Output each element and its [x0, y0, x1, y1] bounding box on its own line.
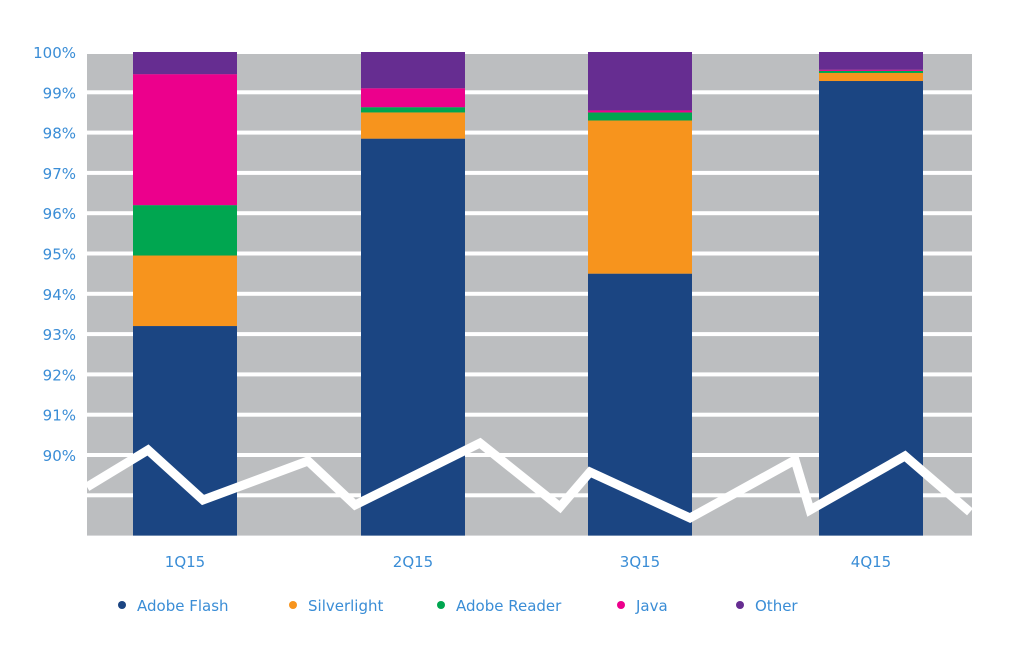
gridline [87, 453, 972, 457]
x-tick-label: 3Q15 [620, 553, 660, 571]
gridline [87, 372, 972, 377]
y-tick-label: 93% [43, 326, 76, 344]
y-tick-label: 94% [43, 286, 76, 304]
y-tick-label: 90% [43, 447, 76, 465]
gridline [87, 50, 972, 54]
y-tick-label: 96% [43, 205, 76, 223]
gridline [87, 211, 972, 216]
gridline [87, 493, 972, 498]
legend-marker-icon [736, 601, 744, 609]
gridline [87, 170, 972, 175]
legend-label: Silverlight [308, 597, 383, 615]
legend-label: Adobe Reader [456, 597, 562, 615]
legend-marker-icon [289, 601, 297, 609]
legend-marker-icon [617, 601, 625, 609]
bar-adobe-reader-4Q15 [819, 70, 923, 73]
legend-marker-icon [437, 601, 445, 609]
bar-java-2Q15 [361, 88, 465, 108]
bar-adobe-reader-2Q15 [361, 107, 465, 113]
bar-adobe-reader-3Q15 [588, 112, 692, 121]
legend-item: Adobe Flash [118, 597, 229, 615]
x-tick-label: 1Q15 [165, 553, 205, 571]
legend-item: Java [617, 597, 668, 615]
bar-java-3Q15 [588, 110, 692, 113]
legend-item: Adobe Reader [437, 597, 562, 615]
y-tick-label: 97% [43, 165, 76, 183]
legend-item: Other [736, 597, 798, 615]
y-tick-label: 99% [43, 84, 76, 102]
bar-adobe-flash-2Q15 [361, 138, 465, 536]
legend-marker-icon [118, 601, 126, 609]
y-tick-label: 100% [33, 44, 76, 62]
x-tick-label: 4Q15 [851, 553, 891, 571]
bar-other-1Q15 [133, 52, 237, 75]
bar-java-1Q15 [133, 74, 237, 206]
bar-java-4Q15 [819, 69, 923, 71]
legend-label: Java [635, 597, 668, 615]
bar-silverlight-2Q15 [361, 112, 465, 139]
legend-label: Adobe Flash [137, 597, 229, 615]
legend-label: Other [755, 597, 798, 615]
y-tick-label: 95% [43, 246, 76, 264]
bar-other-3Q15 [588, 52, 692, 111]
gridline [87, 90, 972, 95]
y-tick-label: 98% [43, 125, 76, 143]
axis-break-line [84, 437, 973, 524]
bar-silverlight-1Q15 [133, 255, 237, 327]
bar-adobe-reader-1Q15 [133, 205, 237, 256]
y-tick-label: 92% [43, 366, 76, 384]
gridline [87, 251, 972, 256]
legend-item: Silverlight [289, 597, 383, 615]
bar-silverlight-3Q15 [588, 120, 692, 274]
gridline [87, 130, 972, 135]
bar-adobe-flash-4Q15 [819, 81, 923, 536]
x-tick-label: 2Q15 [393, 553, 433, 571]
y-tick-label: 91% [43, 407, 76, 425]
gridline [87, 291, 972, 296]
bar-other-4Q15 [819, 52, 923, 70]
bar-other-2Q15 [361, 52, 465, 89]
gridline [87, 332, 972, 337]
gridline [87, 412, 972, 417]
bar-adobe-flash-1Q15 [133, 326, 237, 536]
bar-silverlight-4Q15 [819, 72, 923, 82]
